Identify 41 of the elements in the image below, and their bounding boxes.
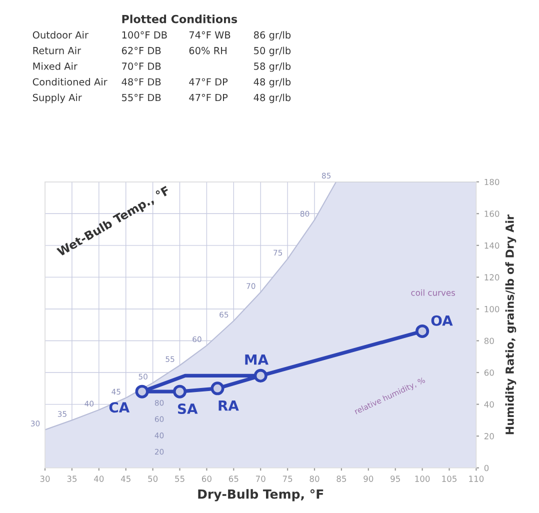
y-tick-label: 120 <box>484 274 500 280</box>
y-tick-label: 0 <box>484 464 489 472</box>
x-tick-label: 100 <box>415 476 430 482</box>
y-axis-title: Humidity Ratio, grains/lb of Dry Air <box>505 214 516 434</box>
text: Plotted Conditions <box>122 14 238 24</box>
text: Return Air 62°F DB 60% RH 50 gr/lb <box>33 46 291 56</box>
annotation: OA <box>431 315 453 326</box>
x-tick-label: 50 <box>148 476 158 482</box>
x-tick-label: 45 <box>120 476 130 482</box>
annotation: SA <box>178 404 198 414</box>
x-tick-label: 105 <box>442 476 456 482</box>
x-tick-label: 90 <box>364 476 374 482</box>
x-tick-label: 70 <box>256 476 266 482</box>
x-tick-label: 95 <box>390 476 400 482</box>
x-tick-label: 60 <box>202 476 212 482</box>
text: Mixed Air 70°F DB 58 gr/lb <box>33 62 291 72</box>
y-tick-label: 40 <box>484 401 494 408</box>
x-tick-label: 85 <box>336 476 346 482</box>
y-tick-label: 180 <box>484 178 500 186</box>
x-tick-label: 35 <box>67 476 77 482</box>
y-tick-label: 160 <box>484 210 500 217</box>
y-tick-label: 140 <box>484 242 500 249</box>
annotation: RA <box>218 400 239 411</box>
y-tick-label: 20 <box>484 433 494 440</box>
y-tick-label: 100 <box>484 306 500 312</box>
annotation: MA <box>245 354 268 365</box>
text: Supply Air 55°F DB 47°F DP 48 gr/lb <box>32 94 291 104</box>
y-tick-label: 80 <box>484 338 494 344</box>
y-tick-label: 60 <box>484 370 494 376</box>
text: Conditioned Air 48°F DB 47°F DP 48 gr/lb <box>32 78 291 88</box>
text: Outdoor Air 100°F DB 74°F WB 86 gr/lb <box>32 31 291 40</box>
x-tick-label: 75 <box>282 476 292 482</box>
x-tick-label: 55 <box>175 476 184 482</box>
x-tick-label: 30 <box>40 476 50 482</box>
annotation: coil curves <box>411 289 456 296</box>
x-tick-label: 110 <box>469 476 484 482</box>
x-tick-label: 40 <box>94 476 104 482</box>
x-tick-label: 65 <box>228 476 238 482</box>
annotation: CA <box>109 402 130 413</box>
x-axis-title: Dry-Bulb Temp, °F <box>198 489 324 502</box>
x-tick-label: 80 <box>310 476 320 482</box>
